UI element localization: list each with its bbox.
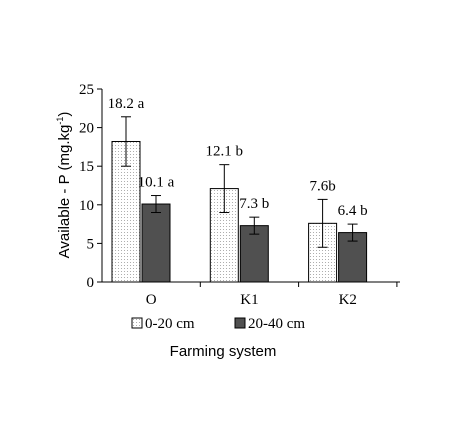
legend-label-0-20cm: 0-20 cm	[145, 316, 195, 332]
legend: 0-20 cm 20-40 cm	[131, 316, 305, 332]
y-tick-label-25: 25	[79, 82, 94, 98]
bar-k1-series-2	[239, 225, 269, 283]
data-label-k2-series-2: 6.4 b	[338, 203, 368, 219]
x-axis-title: Farming system	[170, 343, 277, 360]
y-tick-label-10: 10	[79, 198, 94, 214]
plot-area: 0 5 10 15 20 25 O K1 K2 18.2 a 12.1 b 7.6b 10.1 a 7.3…	[79, 82, 400, 308]
y-tick-label-5: 5	[87, 236, 95, 252]
data-label-o-series-1: 18.2 a	[108, 96, 145, 112]
bar-o-series-2	[141, 203, 171, 283]
y-axis-title: Available - P (mg.kg-1)	[55, 112, 73, 259]
data-label-k1-series-2: 7.3 b	[239, 196, 269, 212]
legend-swatch-20-40cm	[234, 317, 246, 329]
y-tick-label-20: 20	[79, 121, 94, 137]
data-label-k1-series-1: 12.1 b	[206, 144, 244, 160]
x-tick-label-K1: K1	[240, 292, 258, 308]
legend-label-20-40cm: 20-40 cm	[248, 316, 305, 332]
x-tick-label-O: O	[146, 292, 157, 308]
y-tick-label-15: 15	[79, 159, 94, 175]
y-tick-label-0: 0	[87, 275, 95, 291]
x-tick-label-K2: K2	[339, 292, 357, 308]
data-label-k2-series-1: 7.6b	[309, 178, 335, 194]
data-label-o-series-2: 10.1 a	[138, 175, 175, 191]
legend-swatch-0-20cm	[131, 317, 143, 329]
